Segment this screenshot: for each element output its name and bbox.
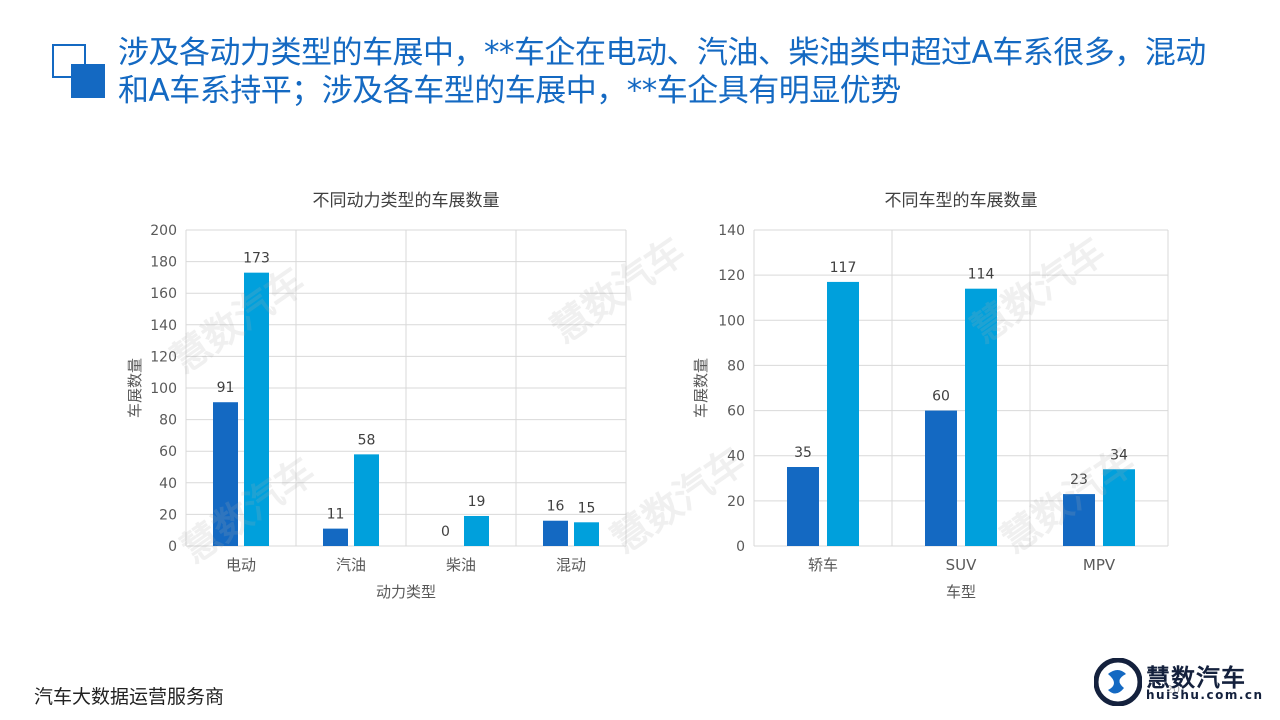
chart1-data-label: 91	[217, 380, 235, 396]
chart2-title: 不同车型的车展数量	[885, 191, 1038, 211]
footer-tagline: 汽车大数据运营服务商	[34, 686, 225, 708]
chart2-xtick-label: MPV	[1083, 556, 1116, 574]
chart2-xtick-label: SUV	[946, 556, 978, 574]
page-title: 涉及各动力类型的车展中，**车企在电动、汽油、柴油类中超过A车系很多，混动和A车…	[118, 35, 1206, 109]
chart2-ytick-label: 0	[736, 539, 745, 555]
chart1-bar-s2	[574, 522, 599, 546]
logo-name: 慧数汽车	[1146, 664, 1246, 692]
chart1-bar-s1	[323, 528, 348, 546]
chart1-ytick-label: 140	[150, 318, 177, 334]
chart2-ytick-label: 140	[718, 223, 745, 239]
chart1-xtick-label: 电动	[226, 556, 256, 574]
chart1-ytick-label: 40	[159, 476, 177, 492]
chart2-bar-s2	[827, 281, 859, 546]
chart2-ytick-label: 20	[727, 494, 745, 510]
chart2-data-label: 117	[830, 260, 857, 276]
chart2-ytick-label: 40	[727, 449, 745, 465]
chart2-ytick-label: 80	[727, 358, 745, 374]
chart2-ytick-label: 60	[727, 404, 745, 420]
chart2-bar-s1	[1063, 494, 1095, 546]
page-number: 20	[1166, 683, 1180, 696]
chart1-xtick-label: 汽油	[336, 556, 366, 574]
chart2-data-label: 60	[932, 389, 950, 405]
chart1-ytick-label: 160	[150, 286, 177, 302]
chart1-bar-s2	[464, 515, 489, 546]
chart1-ytick-label: 60	[159, 444, 177, 460]
chart2-ytick-label: 120	[718, 268, 745, 284]
chart1-xtick-label: 混动	[556, 556, 586, 574]
company-logo: 慧数汽车 huishu.com.cn	[1094, 656, 1264, 708]
chart2-bar-s2	[965, 288, 997, 546]
logo-url: huishu.com.cn	[1146, 688, 1264, 702]
chart1-ytick-label: 20	[159, 507, 177, 523]
chart1-ytick-label: 0	[168, 539, 177, 555]
chart2-bar-s1	[925, 410, 957, 546]
chart1-title: 不同动力类型的车展数量	[313, 191, 500, 211]
chart1-bar-s1	[543, 520, 568, 546]
chart1-ytick-label: 200	[150, 223, 177, 239]
chart1-bar-s1	[213, 402, 238, 546]
chart1-xtick-label: 柴油	[446, 556, 476, 574]
chart2-yaxis-title: 车展数量	[692, 358, 710, 418]
title-decoration-icon	[52, 44, 105, 98]
chart1-data-label: 19	[468, 494, 486, 510]
chart1-data-label: 173	[243, 251, 270, 267]
chart1-xaxis-title: 动力类型	[376, 583, 436, 601]
chart-powertrain: 不同动力类型的车展数量 0 20 40 60 80 100 120 140 160 180 200 电动…	[100, 180, 660, 620]
chart-vehicle-type-svg: 不同车型的车展数量 0 20 40 60 80 100 120 140 轿车 35 117 SUV 60 1…	[692, 191, 1169, 601]
chart1-bar-s2	[354, 454, 379, 546]
chart1-data-label: 16	[547, 499, 565, 515]
chart2-xtick-label: 轿车	[808, 556, 838, 574]
chart2-ytick-label: 100	[718, 313, 745, 329]
chart1-yaxis-title: 车展数量	[126, 358, 144, 418]
chart1-data-label: 15	[578, 500, 596, 516]
chart1-ytick-label: 80	[159, 413, 177, 429]
chart1-ytick-label: 120	[150, 349, 177, 365]
chart2-bar-s1	[787, 467, 819, 546]
chart2-data-label: 23	[1070, 472, 1088, 488]
chart1-ytick-label: 180	[150, 255, 177, 271]
chart2-data-label: 34	[1110, 447, 1128, 463]
chart-powertrain-svg: 不同动力类型的车展数量020406080100120140160180200电动…	[126, 191, 627, 601]
chart1-bar-s2	[244, 272, 269, 546]
chart2-data-label: 114	[968, 267, 995, 283]
logo-mark-icon	[1094, 658, 1142, 706]
chart2-bar-s2	[1103, 469, 1135, 546]
chart1-data-label: 0	[441, 524, 450, 540]
chart1-ytick-label: 100	[150, 381, 177, 397]
chart1-data-label: 11	[327, 507, 345, 523]
chart1-data-label: 58	[358, 432, 376, 448]
chart2-xaxis-title: 车型	[946, 583, 976, 601]
chart-vehicle-type: 不同车型的车展数量 0 20 40 60 80 100 120 140 轿车 35 117 SUV 60 1…	[680, 180, 1200, 620]
chart2-data-label: 35	[794, 445, 812, 461]
